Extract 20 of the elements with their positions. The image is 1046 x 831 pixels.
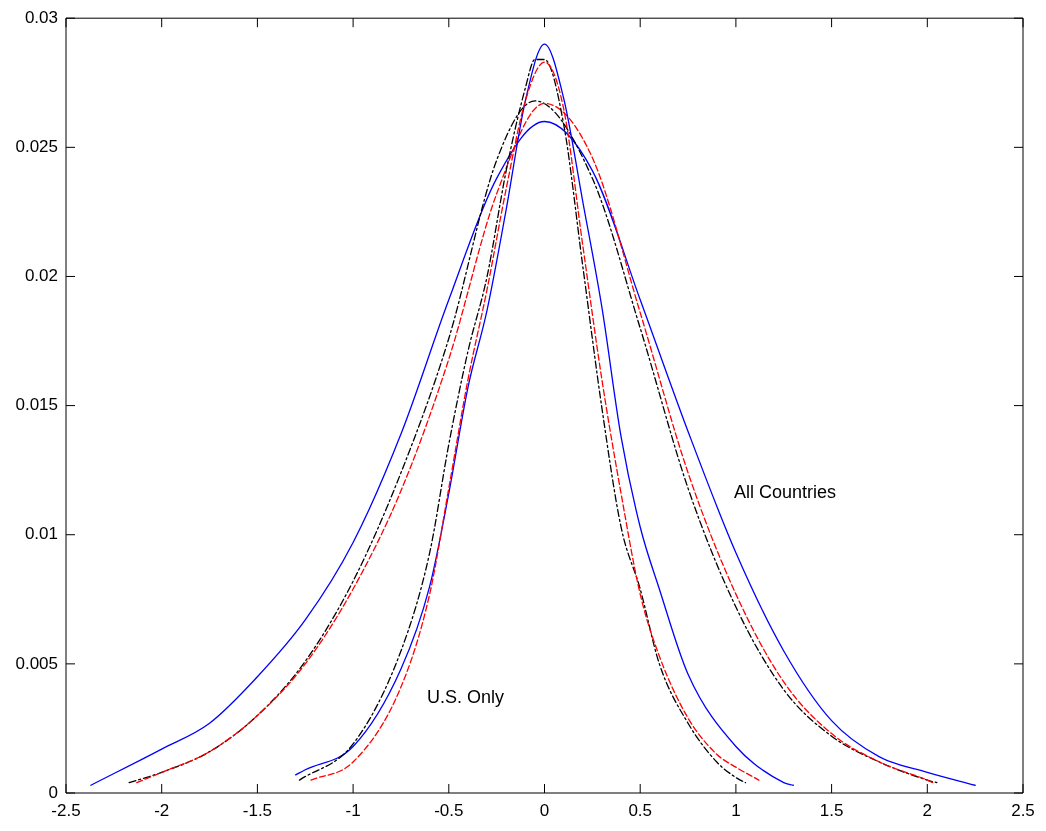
- x-tick-label: 1: [731, 800, 741, 820]
- x-tick-label: 2.5: [1011, 800, 1035, 820]
- y-tick-label: 0.005: [15, 653, 58, 673]
- x-tick-label: -0.5: [434, 800, 464, 820]
- x-tick-label: -2.5: [51, 800, 81, 820]
- x-tick-label: -2: [154, 800, 170, 820]
- y-tick-label: 0: [48, 782, 58, 802]
- x-tick-label: -1.5: [242, 800, 273, 820]
- annotation: All Countries: [734, 481, 837, 503]
- y-tick-label: 0.02: [24, 266, 58, 286]
- x-tick-label: 2: [922, 800, 933, 820]
- x-tick-label: -1: [345, 800, 361, 820]
- y-tick-label: 0.025: [15, 137, 58, 157]
- x-tick-label: 0: [539, 800, 550, 820]
- y-tick-label: 0.03: [24, 7, 58, 27]
- annotation: U.S. Only: [427, 686, 505, 708]
- y-tick-label: 0.01: [24, 524, 58, 544]
- y-tick-label: 0.015: [15, 395, 58, 415]
- x-tick-label: 0.5: [628, 800, 653, 820]
- x-tick-label: 1.5: [819, 800, 844, 820]
